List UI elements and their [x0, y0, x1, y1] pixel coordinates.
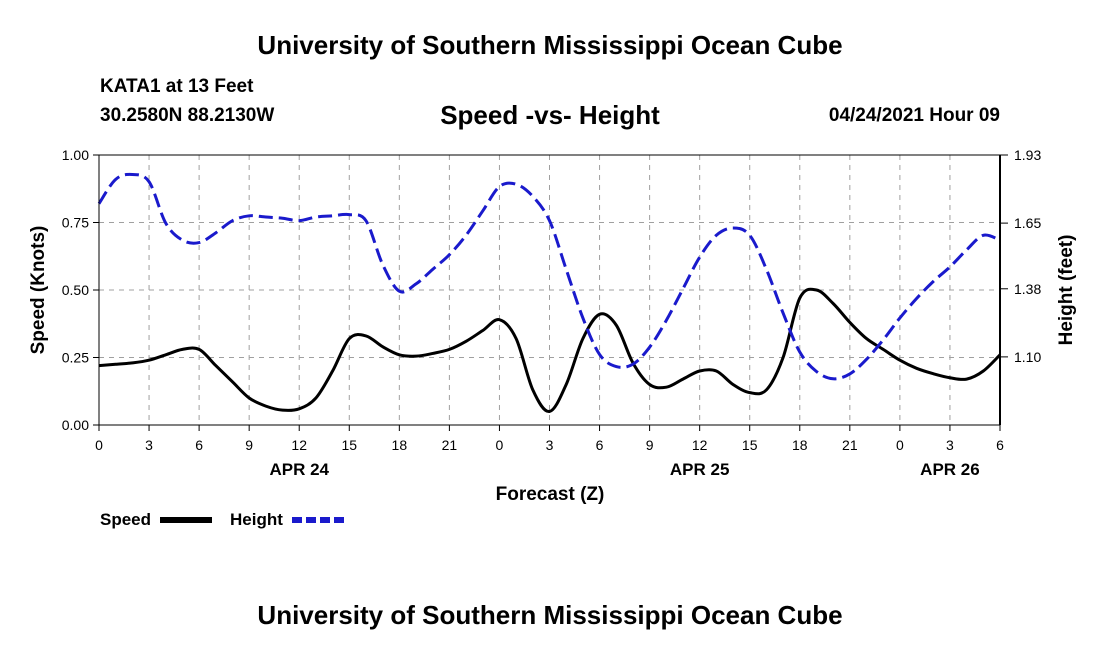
x-tick-label: 0: [95, 437, 103, 453]
x-axis-title: Forecast (Z): [496, 484, 605, 505]
chart-title: Speed -vs- Height: [440, 100, 660, 130]
labels: Forecast (Z) Speed (Knots) Height (feet)…: [28, 147, 1077, 505]
x-tick-label: 12: [291, 437, 307, 453]
x-tick-label: 18: [392, 437, 408, 453]
legend-speed-label: Speed: [100, 510, 151, 529]
footer-title: University of Southern Mississippi Ocean…: [257, 600, 843, 630]
ticks: [93, 154, 1008, 431]
y2-tick-label: 1.10: [1014, 349, 1041, 365]
x-tick-label: 3: [946, 437, 954, 453]
x-tick-label: 9: [646, 437, 654, 453]
y-tick-label: 0.00: [62, 417, 89, 433]
y-tick-label: 1.00: [62, 147, 89, 163]
day-label: APR 26: [920, 460, 980, 479]
x-tick-label: 15: [742, 437, 758, 453]
y2-axis-title: Height (feet): [1056, 235, 1077, 346]
legend-height-label: Height: [230, 510, 283, 529]
speed-height-chart: Forecast (Z) Speed (Knots) Height (feet)…: [28, 147, 1077, 529]
legend: Speed Height: [100, 510, 344, 529]
x-tick-label: 3: [546, 437, 554, 453]
station-label: KATA1 at 13 Feet: [100, 76, 254, 97]
x-tick-label: 21: [842, 437, 858, 453]
x-tick-label: 18: [792, 437, 808, 453]
x-tick-label: 6: [996, 437, 1004, 453]
x-tick-label: 6: [195, 437, 203, 453]
y-tick-label: 0.75: [62, 215, 89, 231]
x-tick-label: 0: [496, 437, 504, 453]
station-coordinates: 30.2580N 88.2130W: [100, 105, 275, 126]
y-axis-title: Speed (Knots): [28, 226, 49, 355]
x-tick-label: 3: [145, 437, 153, 453]
y2-tick-label: 1.38: [1014, 281, 1041, 297]
y2-tick-label: 1.93: [1014, 147, 1041, 163]
day-label: APR 24: [269, 460, 329, 479]
y-tick-label: 0.50: [62, 282, 89, 298]
page-title: University of Southern Mississippi Ocean…: [257, 30, 843, 60]
x-tick-label: 15: [341, 437, 357, 453]
y2-tick-label: 1.65: [1014, 215, 1041, 231]
x-tick-label: 0: [896, 437, 904, 453]
x-tick-label: 6: [596, 437, 604, 453]
series-layer: [97, 172, 1002, 413]
y-tick-label: 0.25: [62, 350, 89, 366]
height-series-line: [97, 172, 1001, 381]
speed-series-line: [98, 287, 1002, 413]
day-label: APR 25: [670, 460, 730, 479]
x-tick-label: 12: [692, 437, 708, 453]
forecast-datetime: 04/24/2021 Hour 09: [828, 105, 1000, 126]
x-tick-label: 9: [245, 437, 253, 453]
x-tick-label: 21: [442, 437, 458, 453]
